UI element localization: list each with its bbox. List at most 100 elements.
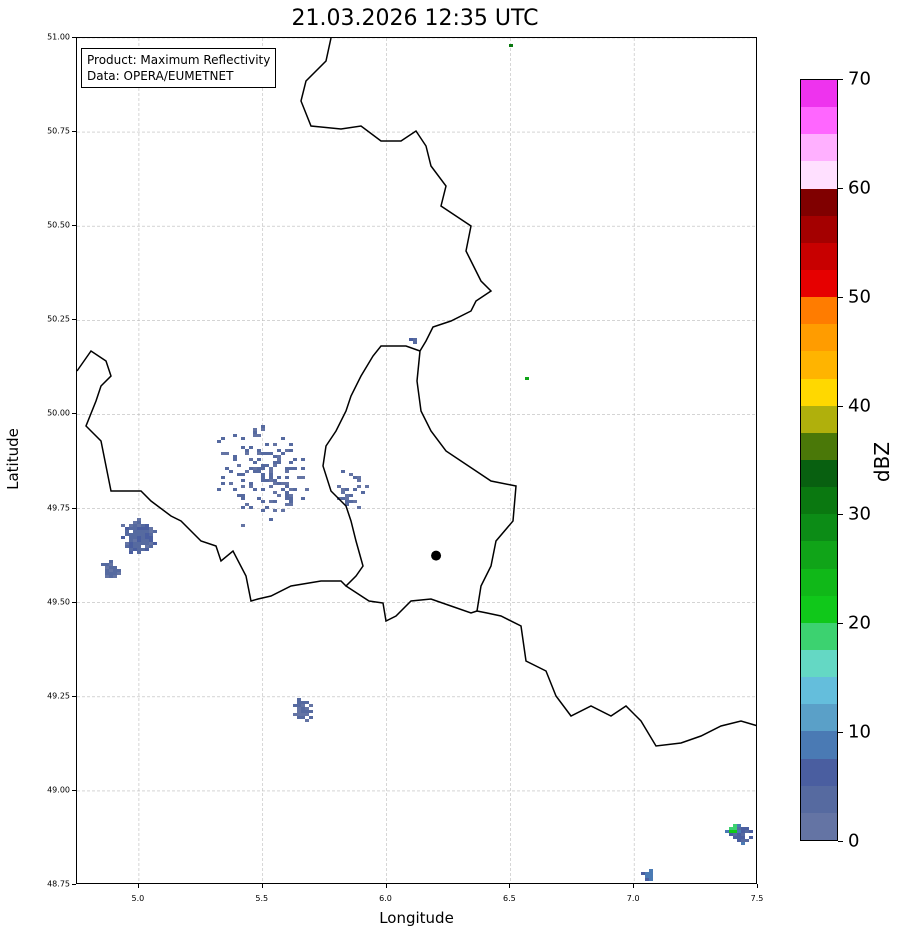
echo-pixel: [273, 455, 277, 458]
echo-pixel: [285, 482, 289, 485]
echo-pixel: [509, 44, 513, 47]
echo-pixel: [257, 497, 261, 500]
echo-pixel: [249, 446, 253, 449]
echo-pixel: [225, 467, 229, 470]
echo-pixel: [357, 485, 361, 488]
echo-pixel: [305, 707, 309, 710]
echo-pixel: [273, 482, 277, 485]
echo-pixel: [293, 488, 297, 491]
echo-pixel: [221, 476, 225, 479]
echo-pixel: [301, 713, 305, 716]
country-borders: [77, 38, 756, 747]
echo-pixel: [129, 527, 133, 530]
echo-pixel: [137, 548, 141, 551]
echo-pixel: [137, 542, 141, 545]
echo-pixel: [309, 710, 313, 713]
colorbar-tick-label: 70: [848, 68, 871, 90]
echo-pixel: [261, 467, 265, 470]
echo-pixel: [133, 530, 137, 533]
echo-pixel: [105, 563, 109, 566]
echo-pixel: [733, 833, 737, 836]
echo-pixel: [133, 536, 137, 539]
echo-pixel: [261, 479, 265, 482]
echo-pixel: [353, 488, 357, 491]
x-tick-label: 7.5: [750, 894, 764, 903]
echo-pixel: [261, 464, 265, 467]
echo-pixel: [741, 842, 745, 845]
colorbar-bin: [801, 351, 837, 379]
colorbar-bin: [801, 134, 837, 162]
colorbar-bin: [801, 188, 837, 216]
y-tick: [72, 225, 76, 227]
echo-pixel: [109, 569, 113, 572]
echo-pixel: [649, 875, 653, 878]
colorbar-tick-label: 0: [848, 830, 860, 852]
echo-pixel: [737, 839, 741, 842]
echo-pixel: [101, 563, 105, 566]
echo-pixel: [273, 509, 277, 512]
colorbar-tick-label: 60: [848, 177, 871, 199]
colorbar-bin: [801, 677, 837, 705]
colorbar-tick: [838, 841, 843, 842]
y-tick-label: 50.00: [47, 408, 70, 418]
echo-pixel: [337, 485, 341, 488]
echo-pixel: [133, 539, 137, 542]
echo-pixel: [265, 464, 269, 467]
echo-pixel: [145, 542, 149, 545]
echo-pixel: [273, 491, 277, 494]
echo-pixel: [145, 536, 149, 539]
x-tick-label: 7.0: [626, 894, 640, 903]
echo-pixel: [293, 704, 297, 707]
echo-pixel: [305, 701, 309, 704]
echo-pixel: [137, 551, 141, 554]
echo-pixel: [281, 437, 285, 440]
echo-pixel: [225, 452, 229, 455]
echo-pixel: [253, 470, 257, 473]
echo-pixel: [345, 503, 349, 506]
echo-pixel: [277, 458, 281, 461]
echo-pixel: [149, 530, 153, 533]
echo-pixel: [741, 836, 745, 839]
echo-pixel: [297, 713, 301, 716]
echo-pixel: [221, 437, 225, 440]
echo-pixel: [261, 425, 265, 428]
echo-pixel: [129, 545, 133, 548]
echo-pixel: [129, 524, 133, 527]
echo-pixel: [737, 833, 741, 836]
colorbar-tick-label: 50: [848, 286, 871, 308]
colorbar-tick: [838, 187, 843, 189]
x-tick-label: 6.0: [379, 894, 392, 903]
echo-pixel: [257, 449, 261, 452]
echo-pixel: [249, 467, 253, 470]
border-luxembourg-belgium: [322, 345, 478, 623]
echo-pixel: [261, 428, 265, 431]
colorbar-bin: [801, 405, 837, 433]
echo-pixel: [245, 470, 249, 473]
echo-pixel: [145, 548, 149, 551]
echo-pixel: [733, 827, 737, 830]
echo-pixel: [345, 488, 349, 491]
echo-pixel: [141, 527, 145, 530]
echo-pixel: [289, 488, 293, 491]
echo-pixel: [345, 500, 349, 503]
echo-pixel: [353, 476, 357, 479]
y-tick-label: 49.75: [47, 503, 70, 513]
echo-pixel: [245, 449, 249, 452]
x-tick: [137, 884, 139, 888]
y-tick-label: 49.25: [47, 691, 70, 701]
echo-pixel: [289, 467, 293, 470]
echo-pixel: [281, 482, 285, 485]
echo-pixel: [117, 569, 121, 572]
echo-pixel: [289, 494, 293, 497]
echo-pixel: [137, 539, 141, 542]
echo-pixel: [293, 458, 297, 461]
echo-pixel: [285, 491, 289, 494]
echo-pixel: [125, 545, 129, 548]
y-tick: [72, 695, 76, 697]
echo-pixel: [241, 446, 245, 449]
echo-pixel: [301, 710, 305, 713]
colorbar-bin: [801, 758, 837, 786]
echo-pixel: [137, 521, 141, 524]
echo-pixel: [145, 527, 149, 530]
echo-pixel: [289, 449, 293, 452]
